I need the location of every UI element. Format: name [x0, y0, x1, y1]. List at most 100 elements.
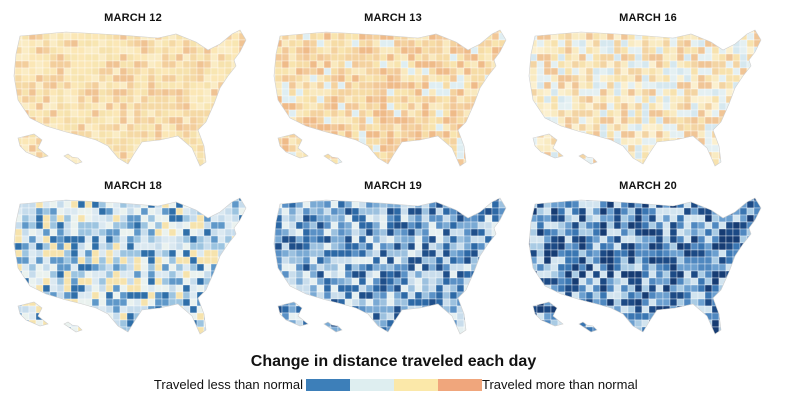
- county-cell: [274, 95, 276, 104]
- county-cell: [105, 137, 114, 146]
- county-cell: [725, 235, 734, 244]
- county-cell: [428, 242, 437, 251]
- county-cell: [98, 102, 107, 111]
- county-cell: [28, 305, 37, 314]
- county-cell: [224, 284, 233, 293]
- county-cell: [21, 263, 30, 272]
- county-cell: [669, 207, 678, 216]
- county-cell: [56, 88, 65, 97]
- county-cell: [712, 173, 719, 174]
- county-cell: [613, 242, 622, 251]
- county-cell: [42, 95, 51, 104]
- county-cell: [564, 319, 573, 328]
- county-cell: [372, 256, 381, 265]
- county-cell: [154, 277, 163, 286]
- county-cell: [189, 221, 198, 230]
- county-cell: [491, 291, 500, 300]
- county-cell: [238, 39, 246, 48]
- county-cell: [725, 67, 734, 76]
- county-cell: [372, 32, 381, 41]
- county-cell: [607, 341, 614, 342]
- county-cell: [543, 242, 552, 251]
- county-cell: [407, 123, 416, 132]
- county-cell: [42, 30, 51, 34]
- county-cell: [231, 67, 240, 76]
- county-cell: [288, 312, 297, 321]
- county-cell: [113, 173, 120, 174]
- county-cell: [564, 277, 573, 286]
- county-cell: [768, 82, 773, 89]
- county-cell: [470, 242, 479, 251]
- county-cell: [648, 207, 657, 216]
- county-cell: [400, 123, 409, 132]
- county-cell: [126, 165, 135, 166]
- county-cell: [91, 291, 100, 300]
- county-cell: [585, 333, 594, 334]
- county-cell: [217, 130, 226, 139]
- county-cell: [14, 198, 16, 202]
- county-cell: [323, 116, 332, 125]
- county-cell: [49, 256, 58, 265]
- county-cell: [571, 81, 580, 90]
- county-cell: [98, 298, 107, 307]
- county-cell: [161, 221, 170, 230]
- county-cell: [309, 60, 318, 69]
- county-cell: [203, 88, 212, 97]
- county-cell: [133, 102, 142, 111]
- county-cell: [606, 312, 615, 321]
- county-cell: [14, 39, 16, 48]
- county-cell: [105, 30, 114, 34]
- county-cell: [753, 95, 761, 104]
- county-cell: [676, 326, 685, 334]
- county-cell: [463, 32, 472, 41]
- county-cell: [288, 263, 297, 272]
- county-cell: [753, 326, 761, 334]
- county-cell: [182, 242, 191, 251]
- county-cell: [627, 60, 636, 69]
- county-cell: [414, 242, 423, 251]
- county-cell: [15, 173, 22, 174]
- county-cell: [578, 312, 587, 321]
- county-cell: [613, 284, 622, 293]
- county-cell: [203, 81, 212, 90]
- county-cell: [725, 32, 734, 41]
- county-cell: [154, 298, 163, 307]
- county-cell: [477, 144, 486, 153]
- county-cell: [442, 102, 451, 111]
- county-cell: [133, 256, 142, 265]
- county-cell: [491, 130, 500, 139]
- county-cell: [697, 249, 706, 258]
- county-cell: [295, 67, 304, 76]
- county-cell: [662, 165, 671, 166]
- county-cell: [77, 305, 86, 314]
- panel-title: MARCH 19: [364, 180, 422, 192]
- county-cell: [614, 341, 621, 342]
- map-panel: MARCH 13: [268, 12, 518, 174]
- county-cell: [620, 165, 629, 166]
- county-cell: [599, 116, 608, 125]
- county-cell: [358, 277, 367, 286]
- county-cell: [564, 39, 573, 48]
- county-cell: [599, 137, 608, 146]
- county-cell: [449, 263, 458, 272]
- county-cell: [690, 277, 699, 286]
- county-cell: [655, 116, 664, 125]
- county-cell: [77, 200, 86, 209]
- county-cell: [295, 165, 304, 166]
- county-cell: [428, 60, 437, 69]
- county-cell: [578, 242, 587, 251]
- county-cell: [655, 298, 664, 307]
- county-cell: [456, 32, 465, 41]
- county-cell: [491, 305, 500, 314]
- county-cell: [564, 137, 573, 146]
- county-cell: [28, 46, 37, 55]
- county-cell: [400, 144, 409, 153]
- county-cell: [550, 263, 559, 272]
- county-cell: [572, 341, 579, 342]
- county-cell: [414, 326, 423, 334]
- county-cell: [704, 235, 713, 244]
- county-cell: [620, 277, 629, 286]
- county-cell: [513, 61, 518, 68]
- county-cell: [182, 151, 191, 160]
- county-cell: [147, 81, 156, 90]
